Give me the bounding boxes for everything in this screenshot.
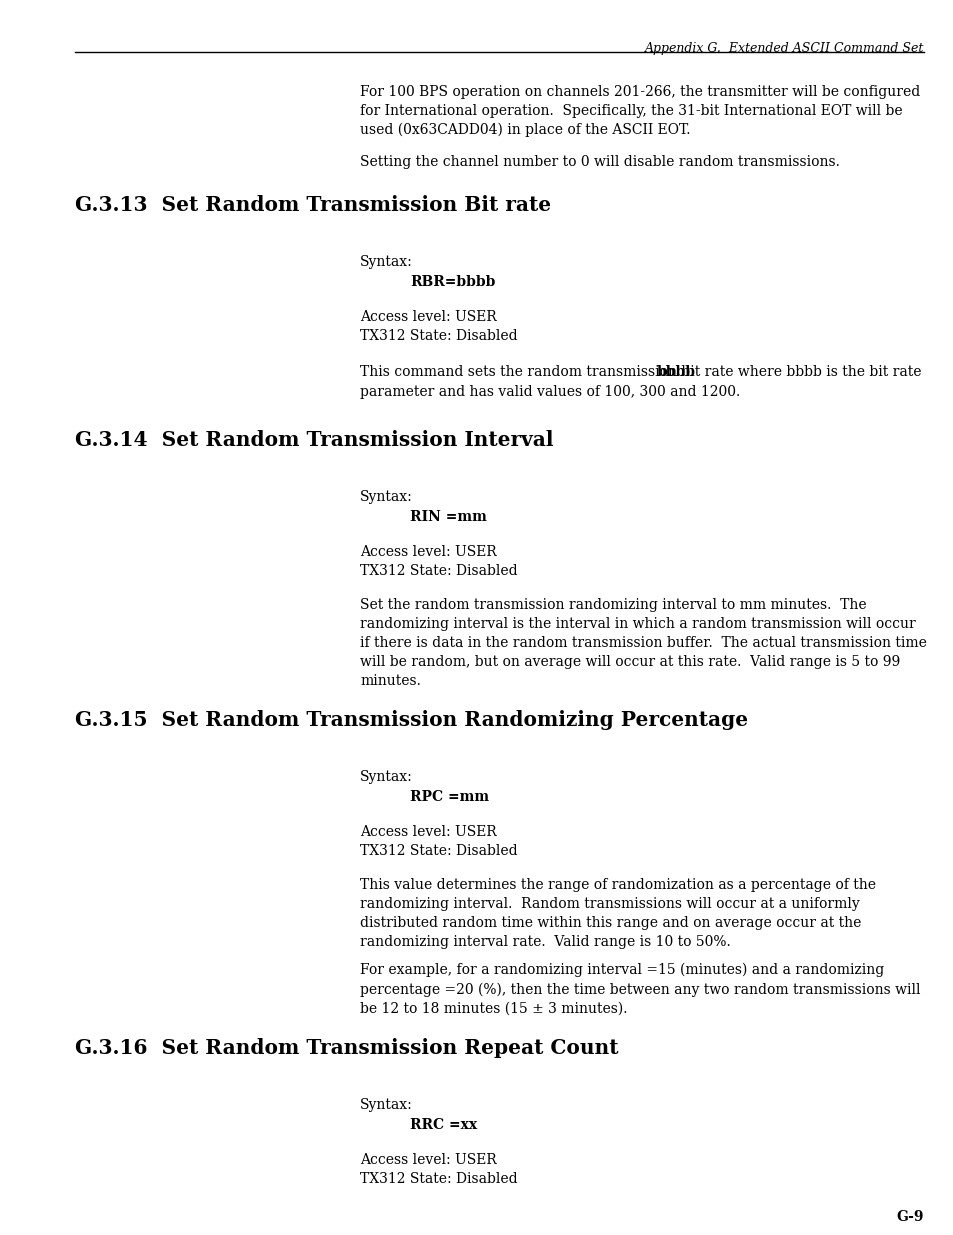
Text: Syntax:: Syntax: — [359, 1098, 413, 1112]
Text: RRC =xx: RRC =xx — [410, 1118, 476, 1132]
Text: G.3.14  Set Random Transmission Interval: G.3.14 Set Random Transmission Interval — [75, 430, 553, 450]
Text: Appendix G.  Extended ASCII Command Set: Appendix G. Extended ASCII Command Set — [644, 42, 923, 56]
Text: This value determines the range of randomization as a percentage of the
randomiz: This value determines the range of rando… — [359, 878, 875, 948]
Text: parameter and has valid values of 100, 300 and 1200.: parameter and has valid values of 100, 3… — [359, 385, 740, 399]
Text: Access level: USER
TX312 State: Disabled: Access level: USER TX312 State: Disabled — [359, 1153, 517, 1186]
Text: Access level: USER
TX312 State: Disabled: Access level: USER TX312 State: Disabled — [359, 825, 517, 858]
Text: RBR=bbbb: RBR=bbbb — [410, 275, 495, 289]
Text: RPC =mm: RPC =mm — [410, 790, 489, 804]
Text: Set the random transmission randomizing interval to mm minutes.  The
randomizing: Set the random transmission randomizing … — [359, 598, 926, 688]
Text: G.3.15  Set Random Transmission Randomizing Percentage: G.3.15 Set Random Transmission Randomizi… — [75, 710, 747, 730]
Text: Access level: USER
TX312 State: Disabled: Access level: USER TX312 State: Disabled — [359, 310, 517, 343]
Text: Syntax:: Syntax: — [359, 254, 413, 269]
Text: G-9: G-9 — [896, 1210, 923, 1224]
Text: For 100 BPS operation on channels 201-266, the transmitter will be configured
fo: For 100 BPS operation on channels 201-26… — [359, 85, 920, 137]
Text: Setting the channel number to 0 will disable random transmissions.: Setting the channel number to 0 will dis… — [359, 156, 839, 169]
Text: For example, for a randomizing interval =15 (minutes) and a randomizing
percenta: For example, for a randomizing interval … — [359, 963, 920, 1016]
Text: RIN =mm: RIN =mm — [410, 510, 486, 524]
Text: bbbb: bbbb — [656, 366, 695, 379]
Text: Syntax:: Syntax: — [359, 769, 413, 784]
Text: Syntax:: Syntax: — [359, 490, 413, 504]
Text: This command sets the random transmission bit rate where bbbb is the bit rate: This command sets the random transmissio… — [359, 366, 921, 379]
Text: G.3.16  Set Random Transmission Repeat Count: G.3.16 Set Random Transmission Repeat Co… — [75, 1037, 618, 1058]
Text: Access level: USER
TX312 State: Disabled: Access level: USER TX312 State: Disabled — [359, 545, 517, 578]
Text: G.3.13  Set Random Transmission Bit rate: G.3.13 Set Random Transmission Bit rate — [75, 195, 551, 215]
